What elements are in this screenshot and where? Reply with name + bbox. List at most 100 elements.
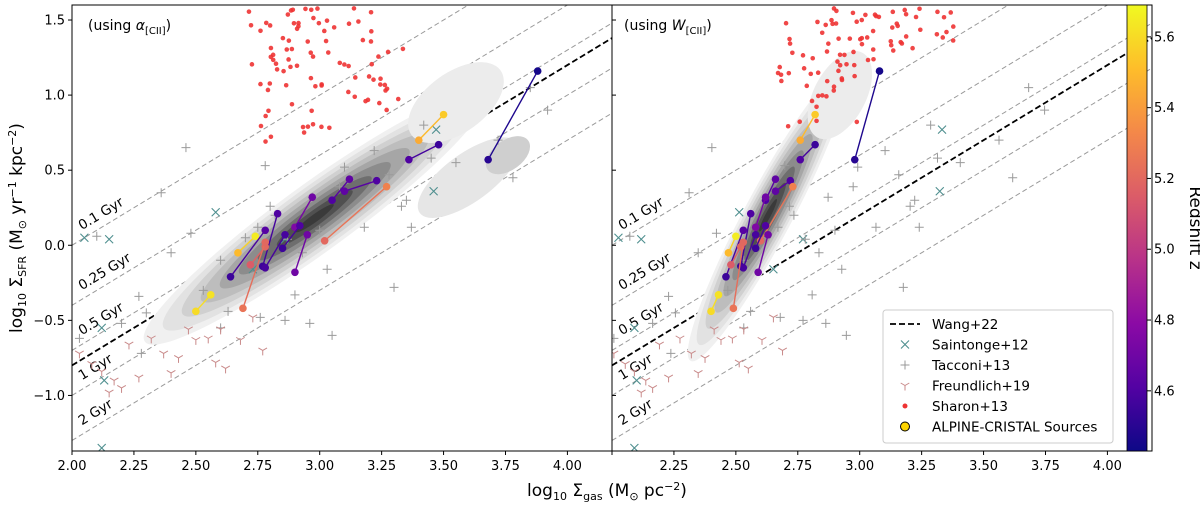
saintonge12-point (104, 234, 114, 244)
sharon13-point (291, 20, 297, 26)
tacconi13-point (384, 170, 394, 180)
sharon13-point (801, 66, 807, 71)
legend-marker-alpine (900, 421, 910, 432)
source-point-14-0 (714, 291, 723, 299)
freundlich19-point (727, 335, 737, 344)
sharon13-point (814, 104, 819, 110)
freundlich19-point (777, 347, 788, 356)
source-point-15-1 (729, 304, 738, 313)
sharon13-point (249, 62, 255, 67)
source-point-7-1 (751, 244, 760, 253)
source-point-4-1 (328, 196, 336, 205)
freundlich19-point (87, 360, 97, 369)
freundlich19-point (739, 326, 749, 335)
freundlich19-point (757, 336, 767, 345)
freundlich19-point (664, 374, 674, 383)
sharon13-point (814, 118, 819, 124)
depletion-line-1 (612, 5, 1109, 306)
x-axis-label: log10 Σgas (M⊙ pc−2) (527, 480, 687, 503)
sharon13-point (870, 47, 876, 52)
sharon13-point (864, 35, 870, 40)
tacconi13-point (396, 201, 406, 211)
sharon13-point (288, 64, 293, 70)
sharon13-point (368, 9, 374, 15)
saintonge12-point (79, 233, 89, 243)
source-point-9-0 (746, 209, 755, 218)
source-link-12 (264, 234, 286, 269)
depletion-label-1: 0.25 Gyr (616, 250, 675, 294)
tacconi13-point (223, 306, 233, 316)
sharon13-point (378, 76, 383, 82)
colorbar-tick-label: 5.0 (1154, 243, 1175, 258)
saintonge12-point (431, 125, 441, 135)
depletion-label-3: 1 Gyr (76, 351, 116, 384)
sharon13-point (815, 93, 821, 99)
sharon13-point (311, 15, 316, 21)
freundlich19-point (675, 335, 685, 344)
freundlich19-point (620, 360, 630, 369)
freundlich19-point (248, 314, 258, 323)
tacconi13-point (798, 315, 808, 325)
sharon13-point (310, 54, 316, 59)
legend-label: Freundlich+19 (932, 379, 1030, 395)
density-contours-alpha (143, 62, 531, 345)
sharon13-point (890, 48, 896, 53)
sharon13-point (800, 53, 806, 58)
saintonge12-point (937, 125, 947, 135)
sharon13-point (831, 88, 837, 93)
source-point-7-0 (296, 221, 304, 230)
sharon13-point (319, 124, 324, 130)
sharon13-point (934, 31, 940, 37)
freundlich19-point (648, 384, 658, 393)
freundlich19-point (221, 365, 231, 374)
sharon13-point (301, 130, 307, 135)
depletion-line-1 (72, 5, 569, 306)
tacconi13-point (240, 233, 250, 243)
sharon13-point (837, 52, 843, 58)
source-link-11 (725, 230, 744, 278)
source-point-15-0 (739, 238, 748, 247)
freundlich19-point (743, 365, 753, 374)
source-point-8-1 (754, 268, 762, 277)
sharon13-point (286, 38, 292, 43)
tacconi13-point (260, 161, 270, 171)
source-point-15-1 (239, 304, 247, 313)
saintonge12-point (632, 376, 642, 385)
sharon13-point (281, 68, 286, 74)
source-link-0 (854, 70, 881, 160)
sharon13-point (913, 14, 919, 20)
tacconi13-point (841, 330, 851, 340)
sharon13-point (833, 21, 839, 26)
depletion-label-4: 2 Gyr (76, 396, 116, 429)
tacconi13-point (451, 158, 461, 168)
source-point-14-1 (192, 307, 200, 316)
tacconi13-point (406, 222, 416, 232)
sharon13-point (308, 7, 314, 13)
tacconi13-point (926, 120, 936, 130)
legend-label: Tacconi+13 (931, 358, 1010, 374)
y-tick-label: 0.5 (44, 164, 65, 179)
sharon13-point (790, 50, 795, 56)
freundlich19-point (700, 354, 710, 363)
source-point-12-1 (739, 263, 748, 272)
colorbar-tick-label: 5.4 (1154, 101, 1175, 116)
tacconi13-point (723, 285, 733, 295)
source-link-7 (281, 225, 301, 249)
sharon13-point (303, 6, 308, 12)
source-point-1-1 (796, 155, 805, 164)
source-point-10-1 (234, 248, 242, 257)
freundlich19-point (693, 369, 703, 378)
tacconi13-point (1024, 83, 1034, 93)
sharon13-point (346, 63, 351, 69)
source-point-2-1 (796, 136, 805, 144)
freundlich19-point (134, 374, 144, 383)
sharon13-point (300, 124, 306, 130)
sharon13-point (810, 55, 816, 61)
contour-blob-2 (485, 136, 531, 175)
source-point-0-0 (533, 67, 542, 75)
sharon13-point (308, 50, 314, 56)
source-point-0-1 (850, 155, 859, 164)
legend-marker-sharon13 (902, 403, 908, 409)
sharon13-point (266, 108, 271, 114)
legend-label: ALPINE-CRISTAL Sources (932, 420, 1097, 436)
